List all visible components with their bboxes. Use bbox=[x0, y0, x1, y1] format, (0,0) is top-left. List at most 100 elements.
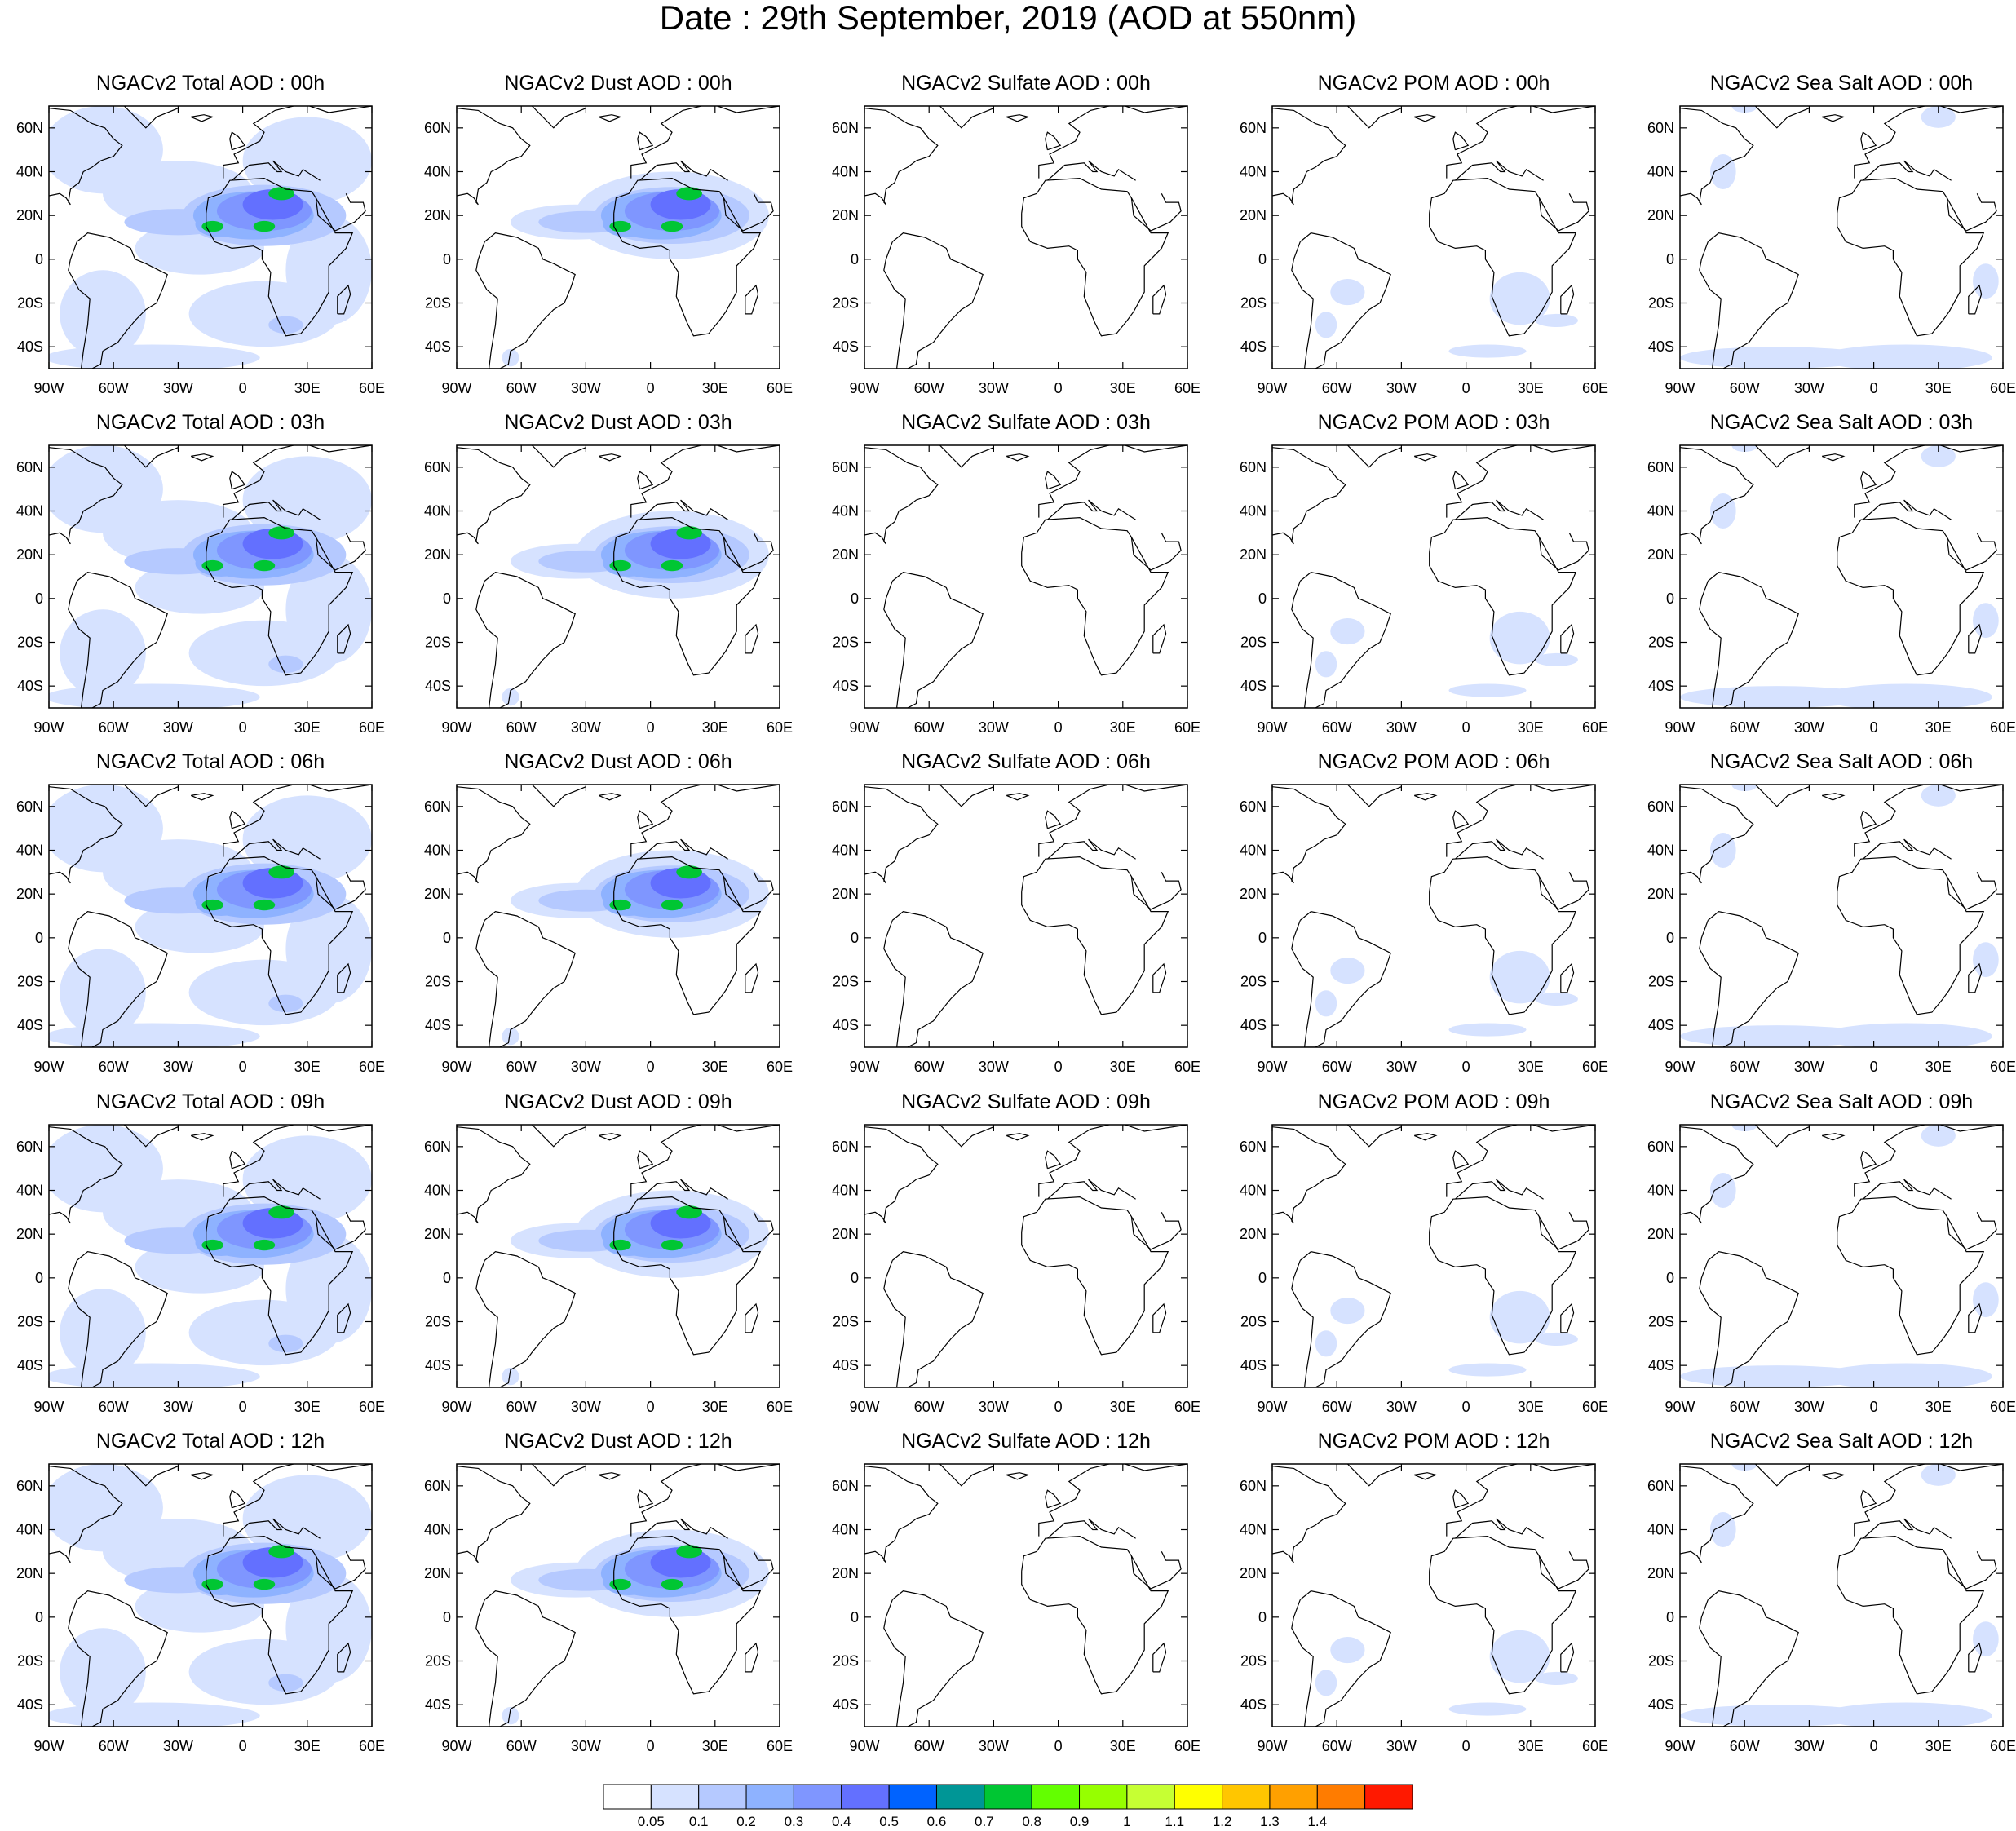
coastline-africa bbox=[206, 856, 354, 1015]
lon-label: 60E bbox=[767, 1738, 793, 1754]
panel-title: NGACv2 POM AOD : 00h bbox=[1317, 72, 1550, 95]
coastline-africa bbox=[613, 516, 762, 676]
coastline-britain bbox=[637, 131, 654, 151]
coastline-britain bbox=[637, 1150, 654, 1170]
lon-label: 60W bbox=[99, 380, 129, 396]
aod-contour bbox=[1448, 683, 1527, 697]
map-frame bbox=[864, 1463, 1188, 1727]
coastline-iceland bbox=[598, 793, 622, 801]
coastline-mediterranean bbox=[1047, 1518, 1136, 1539]
lat-label: 20S bbox=[17, 1653, 43, 1670]
coastline-madagascar bbox=[1560, 1642, 1575, 1673]
coastline-europe bbox=[1446, 1125, 1595, 1197]
aod-field bbox=[1315, 611, 1578, 697]
lat-label: 60N bbox=[16, 1139, 43, 1155]
panel-title: NGACv2 POM AOD : 03h bbox=[1317, 411, 1550, 434]
coastline-mediterranean bbox=[1455, 1518, 1544, 1539]
panel-title: NGACv2 POM AOD : 06h bbox=[1317, 750, 1550, 773]
coastline-mediterranean bbox=[639, 1518, 728, 1539]
coastline-arabia bbox=[1946, 533, 1997, 571]
coastline-europe bbox=[1854, 1125, 2003, 1197]
map-frame bbox=[1271, 444, 1596, 709]
aod-contour bbox=[1819, 683, 1992, 708]
aod-contour bbox=[609, 1578, 631, 1590]
lon-label: 30E bbox=[1925, 719, 1952, 736]
lat-label: 40S bbox=[1240, 1017, 1267, 1033]
coastline-greenland bbox=[531, 1125, 586, 1148]
lat-label: 40S bbox=[1648, 1357, 1674, 1373]
lat-label: 40N bbox=[1240, 1522, 1267, 1538]
lat-label: 0 bbox=[443, 1609, 451, 1625]
lon-label: 30W bbox=[571, 1399, 601, 1415]
lat-label: 40N bbox=[1647, 164, 1674, 180]
coastline-britain bbox=[229, 471, 246, 490]
colorbar-box bbox=[603, 1784, 652, 1810]
lat-label: 40N bbox=[424, 1522, 451, 1538]
coastline-arabia bbox=[1946, 872, 1997, 910]
coastline-greenland bbox=[939, 445, 994, 468]
coastline-southAmerica bbox=[68, 910, 168, 1047]
lon-label: 60E bbox=[359, 1399, 385, 1415]
aod-contour bbox=[1535, 313, 1578, 328]
map-panel: NGACv2 Dust AOD : 12h 90W 60W 30W 0 30E 60E 60N… bbox=[408, 1430, 816, 1770]
lat-label: 60N bbox=[1647, 120, 1674, 136]
lat-label: 40S bbox=[17, 1357, 43, 1373]
lat-label: 40S bbox=[425, 338, 451, 355]
lat-label: 60N bbox=[832, 459, 859, 475]
aod-contour bbox=[268, 1545, 294, 1559]
coastline-arabia bbox=[723, 193, 774, 232]
colorbar-box bbox=[1222, 1784, 1271, 1810]
coastlines bbox=[1680, 1125, 2003, 1387]
lon-label: 30W bbox=[1386, 380, 1417, 396]
coastline-africa bbox=[613, 177, 762, 337]
map-panel: NGACv2 Total AOD : 12h 90W 60W 30W 0 30E 60E 60… bbox=[0, 1430, 408, 1770]
lon-label: 90W bbox=[1257, 380, 1287, 396]
aod-field bbox=[49, 1464, 372, 1727]
lat-label: 20N bbox=[1240, 1226, 1267, 1242]
lat-label: 0 bbox=[1258, 1609, 1267, 1625]
lon-label: 60E bbox=[1174, 1059, 1200, 1075]
coastline-arabia bbox=[1946, 1551, 1997, 1590]
coastline-greenland bbox=[1754, 106, 1810, 129]
map-panel: NGACv2 Sulfate AOD : 00h 90W 60W 30W 0 30E 60E… bbox=[816, 72, 1223, 412]
map-plot: 90W 60W 30W 0 30E 60E 60N 40N 20N 0 20S 40S bbox=[16, 784, 385, 1075]
coastline-iceland bbox=[1006, 793, 1030, 801]
aod-contour bbox=[676, 865, 702, 879]
coastline-mediterranean bbox=[1863, 160, 1952, 181]
coastline-arabia bbox=[1130, 193, 1182, 232]
coastline-northAmerica bbox=[457, 1466, 531, 1563]
coastline-mediterranean bbox=[232, 1518, 321, 1539]
lat-label: 20N bbox=[1647, 1565, 1674, 1581]
lat-label: 40N bbox=[16, 1183, 43, 1199]
coastline-greenland bbox=[531, 785, 586, 807]
coastlines bbox=[1272, 1464, 1595, 1727]
aod-contour bbox=[1489, 272, 1550, 325]
lon-label: 90W bbox=[441, 1059, 471, 1075]
coastline-northAmerica bbox=[457, 786, 531, 884]
lon-label: 60W bbox=[506, 1059, 537, 1075]
colorbar-label: 0.9 bbox=[1070, 1814, 1090, 1828]
aod-contour bbox=[201, 899, 223, 911]
lat-label: 60N bbox=[424, 120, 451, 136]
map-plot: 90W 60W 30W 0 30E 60E 60N 40N 20N 0 20S 40S bbox=[424, 105, 793, 396]
panel-title: NGACv2 Sulfate AOD : 06h bbox=[901, 750, 1151, 773]
lat-label: 60N bbox=[1240, 459, 1267, 475]
coastline-europe bbox=[1446, 445, 1595, 518]
lat-label: 60N bbox=[16, 120, 43, 136]
lon-label: 60E bbox=[1582, 1738, 1608, 1754]
coastline-britain bbox=[229, 1489, 246, 1509]
coastline-northAmerica bbox=[1272, 108, 1346, 206]
coastline-madagascar bbox=[337, 1302, 351, 1333]
coastline-arabia bbox=[315, 193, 366, 232]
lat-label: 40N bbox=[1647, 1183, 1674, 1199]
coastline-africa bbox=[1429, 856, 1577, 1015]
lat-label: 0 bbox=[35, 930, 43, 946]
lon-label: 90W bbox=[1257, 1399, 1287, 1415]
coastline-greenland bbox=[939, 1464, 994, 1487]
coastline-europe bbox=[630, 1464, 780, 1537]
aod-contour bbox=[609, 899, 631, 911]
map-plot: 90W 60W 30W 0 30E 60E 60N 40N 20N 0 20S 40S bbox=[1647, 1124, 2016, 1415]
lat-label: 20S bbox=[833, 974, 859, 990]
lon-label: 30W bbox=[1794, 1399, 1824, 1415]
aod-contour bbox=[242, 1135, 372, 1223]
